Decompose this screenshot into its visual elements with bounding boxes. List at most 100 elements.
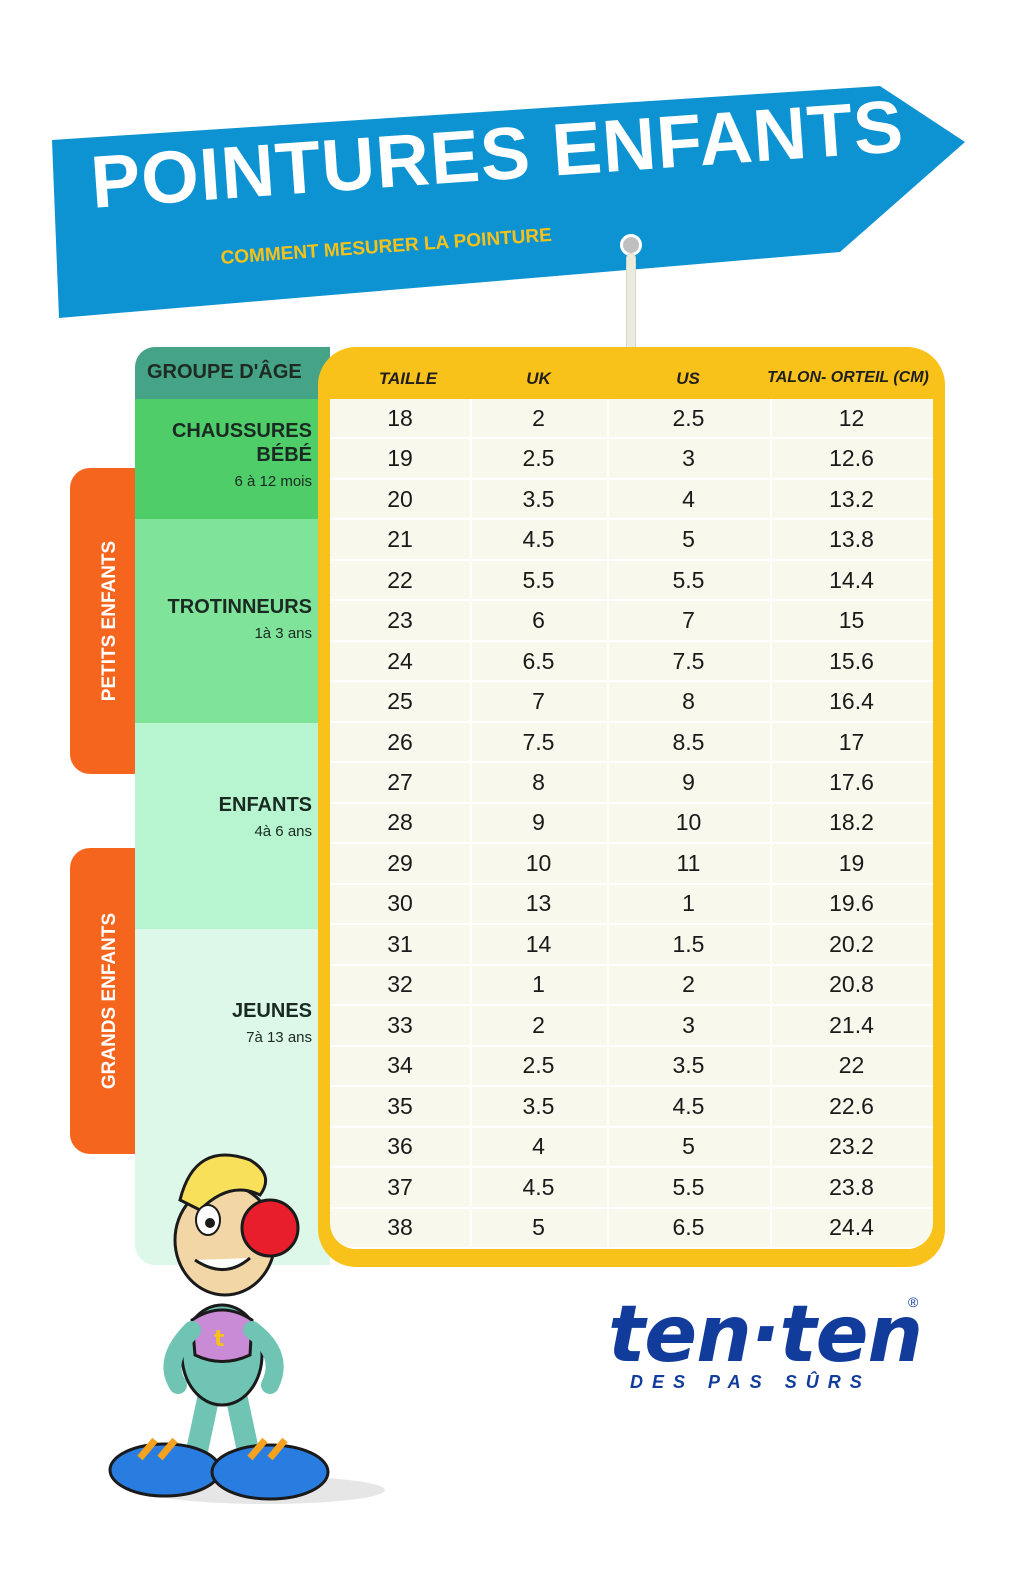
table-cell: 5.5 [672, 1173, 705, 1200]
table-row: 21 4.5 5 13.8 [330, 520, 933, 561]
table-row: 28 9 10 18.2 [330, 804, 933, 845]
tag-hole-icon [620, 234, 642, 256]
table-row: 22 5.5 5.5 14.4 [330, 561, 933, 602]
table-cell: 10 [675, 809, 702, 836]
table-cell: 17.6 [829, 769, 874, 796]
table-cell: 5.5 [522, 566, 555, 593]
table-row: 23 6 7 15 [330, 601, 933, 642]
table-cell: 5 [682, 526, 695, 553]
table-cell: 11 [676, 849, 701, 876]
table-cell: 8 [682, 688, 695, 715]
table-cell: 4.5 [672, 1092, 705, 1119]
table-cell: 4.5 [522, 526, 555, 553]
age-group-range: 6 à 12 mois [234, 473, 312, 490]
table-cell: 8 [532, 769, 545, 796]
table-row: 35 3.5 4.5 22.6 [330, 1087, 933, 1128]
table-cell: 20.8 [829, 971, 874, 998]
table-cell: 21.4 [829, 1011, 874, 1038]
brand-name: ten·ten [608, 1290, 923, 1380]
table-cell: 20.2 [829, 930, 874, 957]
table-cell: 3 [682, 445, 695, 472]
table-cell: 33 [387, 1011, 413, 1038]
table-cell: 23.8 [829, 1173, 874, 1200]
table-cell: 15 [838, 607, 865, 634]
table-cell: 21 [387, 526, 413, 553]
table-cell: 3.5 [672, 1052, 705, 1079]
table-row: 36 4 5 23.2 [330, 1128, 933, 1169]
age-group-range: 1à 3 ans [254, 625, 312, 642]
column-divider [770, 399, 772, 1249]
table-cell: 27 [387, 769, 413, 796]
table-cell: 4 [532, 1133, 545, 1160]
age-group-enfants: ENFANTS 4à 6 ans [135, 723, 330, 929]
table-cell: 1.5 [672, 930, 705, 957]
table-row: 25 7 8 16.4 [330, 682, 933, 723]
age-group-name: JEUNES [231, 1000, 312, 1022]
table-cell: 26 [387, 728, 413, 755]
table-cell: 32 [387, 971, 413, 998]
side-tab-label: PETITS ENFANTS [99, 540, 120, 702]
table-cell: 13.8 [829, 526, 874, 553]
table-row: 24 6.5 7.5 15.6 [330, 642, 933, 683]
table-cell: 12 [838, 404, 865, 431]
table-cell: 38 [387, 1214, 413, 1241]
table-cell: 14 [525, 930, 552, 957]
column-header-us: US [676, 369, 700, 388]
table-cell: 18 [387, 404, 413, 431]
table-cell: 6.5 [522, 647, 555, 674]
age-group-bebe: CHAUSSURES BÉBÉ 6 à 12 mois [135, 399, 330, 519]
table-cell: 31 [387, 930, 413, 957]
table-cell: 3 [682, 1011, 695, 1038]
table-cell: 5 [532, 1214, 545, 1241]
table-cell: 5.5 [672, 566, 705, 593]
table-cell: 3.5 [522, 485, 555, 512]
table-cell: 24.4 [829, 1214, 874, 1241]
table-row: 26 7.5 8.5 17 [330, 723, 933, 764]
table-cell: 19 [387, 445, 413, 472]
table-cell: 2 [532, 404, 545, 431]
table-cell: 35 [387, 1092, 413, 1119]
table-row: 20 3.5 4 13.2 [330, 480, 933, 521]
table-cell: 19 [838, 849, 865, 876]
table-cell: 22 [387, 566, 413, 593]
table-row: 19 2.5 3 12.6 [330, 439, 933, 480]
table-cell: 4 [682, 485, 695, 512]
table-row: 31 14 1.5 20.2 [330, 925, 933, 966]
table-row: 27 8 9 17.6 [330, 763, 933, 804]
brand-tagline: DES PAS SÛRS [630, 1372, 871, 1392]
table-cell: 2.5 [522, 445, 555, 472]
table-row: 30 13 1 19.6 [330, 885, 933, 926]
column-header-uk: UK [526, 369, 551, 388]
table-cell: 10 [525, 849, 552, 876]
table-cell: 24 [387, 647, 413, 674]
title-banner: POINTURES ENFANTS COMMENT MESURER LA POI… [0, 0, 1024, 340]
table-cell: 7 [532, 688, 545, 715]
column-header-talon-orteil: TALON- ORTEIL (CM) [767, 369, 929, 386]
table-row: 37 4.5 5.5 23.8 [330, 1168, 933, 1209]
age-group-header: GROUPE D'ÂGE [135, 347, 330, 399]
table-cell: 36 [387, 1133, 413, 1160]
table-cell: 28 [387, 809, 413, 836]
table-cell: 14.4 [829, 566, 874, 593]
table-cell: 34 [387, 1052, 413, 1079]
table-cell: 22 [838, 1052, 865, 1079]
table-cell: 16.4 [829, 688, 874, 715]
table-cell: 2 [532, 1011, 545, 1038]
table-cell: 2 [682, 971, 695, 998]
table-cell: 2.5 [522, 1052, 555, 1079]
table-cell: 23 [387, 607, 413, 634]
size-table-body: 18 2 2.5 12 19 2.5 3 12.6 20 3.5 4 13.2 21 4.5 5 13.8 22… [330, 399, 933, 1249]
table-cell: 25 [387, 688, 413, 715]
age-group-name: TROTINNEURS [167, 596, 312, 618]
table-cell: 18.2 [829, 809, 874, 836]
table-cell: 13.2 [829, 485, 874, 512]
table-cell: 1 [532, 971, 545, 998]
column-header-taille: TAILLE [378, 369, 438, 388]
svg-text:t: t [214, 1327, 225, 1352]
age-group-range: 4à 6 ans [254, 823, 312, 840]
age-group-column: GROUPE D'ÂGE CHAUSSURES BÉBÉ 6 à 12 mois… [135, 347, 330, 1265]
age-group-name: CHAUSSURES BÉBÉ [171, 420, 312, 466]
table-cell: 2.5 [672, 404, 705, 431]
table-cell: 37 [387, 1173, 413, 1200]
table-row: 32 1 2 20.8 [330, 966, 933, 1007]
